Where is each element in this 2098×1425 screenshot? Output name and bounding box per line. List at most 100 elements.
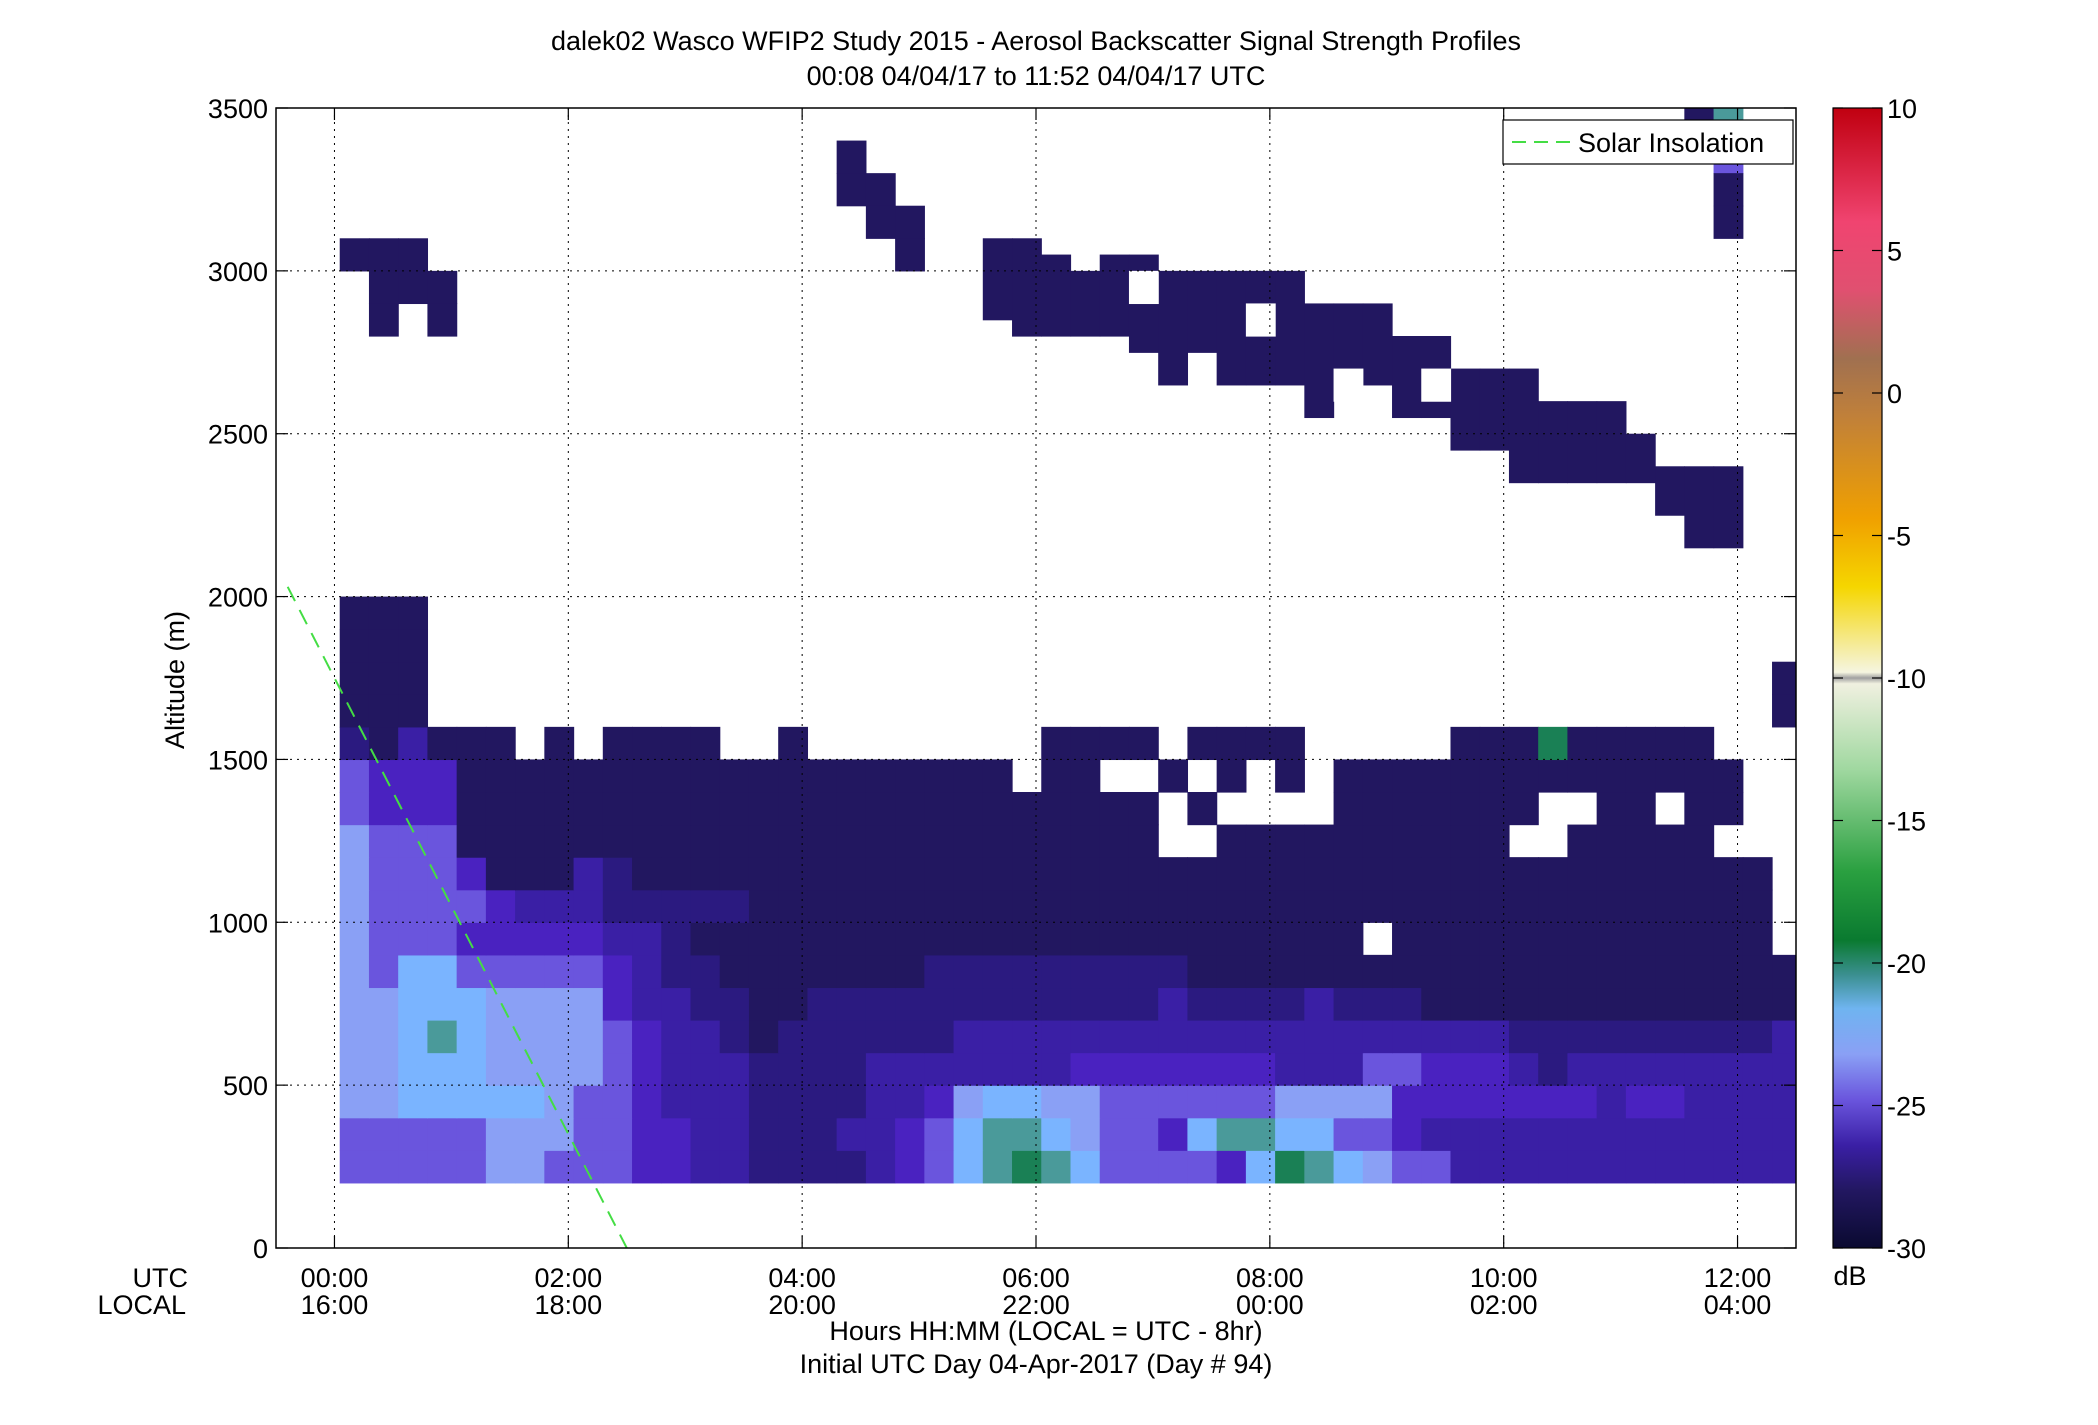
heatmap-cell xyxy=(895,1150,925,1184)
heatmap-cell xyxy=(1333,1020,1364,1054)
heatmap-cell xyxy=(544,857,575,891)
heatmap-cell xyxy=(1684,759,1715,793)
heatmap-cell xyxy=(807,1117,838,1151)
heatmap-cell xyxy=(953,824,984,858)
x-tick-label-utc: 02:00 xyxy=(535,1263,603,1293)
heatmap-cell xyxy=(339,824,370,858)
heatmap-cell xyxy=(690,759,721,793)
heatmap-cell xyxy=(1655,857,1685,891)
heatmap-cell xyxy=(1684,987,1715,1021)
heatmap-cell xyxy=(1245,824,1276,858)
heatmap-cell xyxy=(1158,1150,1189,1184)
heatmap-cell xyxy=(1128,1052,1159,1086)
heatmap-cell xyxy=(632,954,662,989)
heatmap-cell xyxy=(895,1020,925,1054)
heatmap-cell xyxy=(573,1085,604,1119)
heatmap-cell xyxy=(1596,1150,1627,1184)
heatmap-cell xyxy=(1158,987,1189,1021)
heatmap-cell xyxy=(1567,1052,1598,1086)
heatmap-cell xyxy=(982,824,1013,858)
heatmap-cell xyxy=(515,954,545,989)
heatmap-cell xyxy=(1304,1052,1335,1086)
heatmap-cell xyxy=(865,173,896,207)
heatmap-cell xyxy=(807,889,838,923)
heatmap-cell xyxy=(1128,954,1159,989)
heatmap-cell xyxy=(778,889,809,923)
heatmap-cell xyxy=(836,824,867,858)
heatmap-cell xyxy=(661,1150,692,1184)
heatmap-cell xyxy=(368,857,399,891)
heatmap-cell xyxy=(1538,857,1569,891)
heatmap-cell xyxy=(1275,889,1305,923)
heatmap-cell xyxy=(515,987,545,1021)
heatmap-cell xyxy=(1421,889,1452,923)
heatmap-cell xyxy=(1479,1085,1510,1119)
heatmap-cell xyxy=(1713,987,1744,1021)
heatmap-cell xyxy=(1275,1117,1305,1151)
heatmap-cell xyxy=(953,1117,984,1151)
heatmap-cell xyxy=(924,1085,955,1119)
heatmap-cell xyxy=(339,857,370,891)
heatmap-cell xyxy=(1187,726,1218,761)
heatmap-cell xyxy=(836,759,867,793)
heatmap-cell xyxy=(1362,303,1393,386)
heatmap-cell xyxy=(339,694,370,728)
heatmap-cell xyxy=(895,857,925,891)
heatmap-cell xyxy=(807,954,838,989)
heatmap-cell xyxy=(778,954,809,989)
heatmap-cell xyxy=(1655,1117,1685,1151)
heatmap-cell xyxy=(1450,759,1481,793)
heatmap-cell xyxy=(778,1150,809,1184)
heatmap-cell xyxy=(807,1020,838,1054)
heatmap-cell xyxy=(1742,1117,1773,1151)
heatmap-cell xyxy=(1304,857,1335,891)
heatmap-cell xyxy=(1508,1085,1539,1119)
heatmap-cell xyxy=(982,857,1013,891)
heatmap-cell xyxy=(1508,857,1539,891)
heatmap-cell xyxy=(1567,1150,1598,1184)
heatmap-cell xyxy=(632,1150,662,1184)
heatmap-cell xyxy=(573,857,604,891)
heatmap-cell xyxy=(339,726,370,761)
heatmap-cell xyxy=(544,987,575,1021)
heatmap-cell xyxy=(485,1052,516,1086)
heatmap-cell xyxy=(1070,1052,1101,1086)
heatmap-cell xyxy=(719,889,750,923)
heatmap-cell xyxy=(398,1117,429,1151)
heatmap-cell xyxy=(1304,922,1335,956)
y-ticks: 0 500 1000 1500 2000 2500 3000 3500 xyxy=(208,94,1796,1264)
heatmap-cell xyxy=(1304,1020,1335,1054)
heatmap-cell xyxy=(895,1085,925,1119)
heatmap-cell xyxy=(778,1117,809,1151)
heatmap-cell xyxy=(1070,270,1101,337)
heatmap-cell xyxy=(602,1085,633,1119)
heatmap-cell xyxy=(339,987,370,1021)
heatmap-cell xyxy=(1596,1117,1627,1151)
heatmap-cell xyxy=(836,792,867,826)
heatmap-cell xyxy=(1713,857,1744,891)
heatmap-cell xyxy=(1041,857,1072,891)
heatmap-cell xyxy=(1655,726,1685,761)
heatmap-cell xyxy=(661,987,692,1021)
heatmap-cell xyxy=(1070,1085,1101,1119)
heatmap-cell xyxy=(1158,954,1189,989)
heatmap-cell xyxy=(690,987,721,1021)
colorbar-tick-label: -25 xyxy=(1887,1092,1926,1122)
heatmap-cell xyxy=(339,1052,370,1086)
colorbar-tick-label: -10 xyxy=(1887,664,1926,694)
heatmap-cell xyxy=(1596,1052,1627,1086)
heatmap-cell xyxy=(836,1020,867,1054)
heatmap-cell xyxy=(1421,954,1452,989)
chart-title: dalek02 Wasco WFIP2 Study 2015 - Aerosol… xyxy=(551,26,1521,56)
heatmap-cell xyxy=(1333,922,1364,956)
heatmap-cell xyxy=(368,661,399,695)
heatmap-cell xyxy=(427,889,458,923)
colorbar-unit: dB xyxy=(1833,1261,1866,1291)
heatmap-cell xyxy=(1333,1117,1364,1151)
heatmap-cell xyxy=(515,759,545,793)
heatmap-cell xyxy=(1596,759,1627,793)
heatmap-cell xyxy=(924,1117,955,1151)
heatmap-cell xyxy=(1012,922,1042,956)
heatmap-cell xyxy=(1684,857,1715,891)
heatmap-cell xyxy=(1684,726,1715,761)
